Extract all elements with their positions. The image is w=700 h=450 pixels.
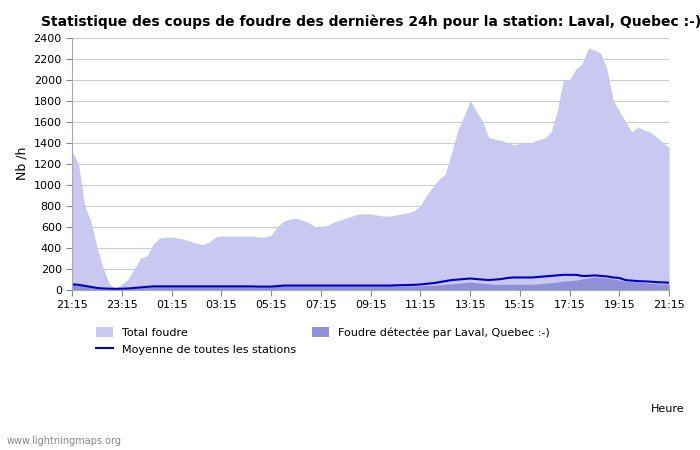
Y-axis label: Nb /h: Nb /h [15,147,28,180]
Text: Heure: Heure [651,405,685,414]
Legend: Total foudre, Moyenne de toutes les stations, Foudre détectée par Laval, Quebec : Total foudre, Moyenne de toutes les stat… [96,328,550,355]
Text: www.lightningmaps.org: www.lightningmaps.org [7,436,122,446]
Title: Statistique des coups de foudre des dernières 24h pour la station: Laval, Quebec: Statistique des coups de foudre des dern… [41,15,700,30]
